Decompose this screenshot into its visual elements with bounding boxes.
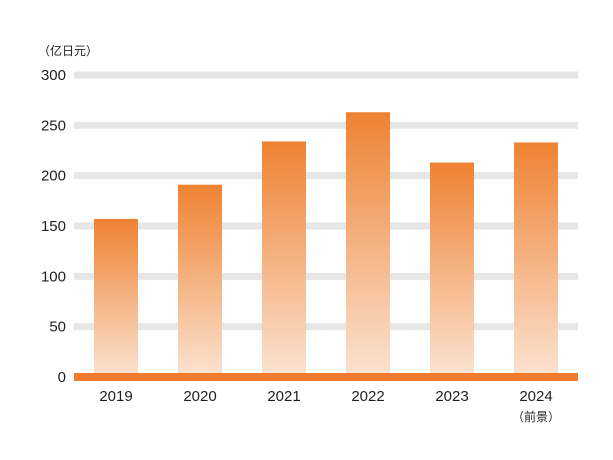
y-tick-label: 300 (41, 67, 66, 84)
x-tick-label: 2021 (267, 388, 300, 405)
gridline (74, 222, 578, 230)
x-axis-baseline (74, 373, 578, 381)
gridline (74, 71, 578, 79)
x-tick-label: 2023 (435, 388, 468, 405)
bar (262, 141, 306, 377)
x-tick-label: 2020 (183, 388, 216, 405)
bar (514, 142, 558, 377)
x-tick-label: 2019 (99, 388, 132, 405)
y-tick-label: 200 (41, 168, 66, 185)
y-tick-label: 150 (41, 218, 66, 235)
gridline (74, 172, 578, 180)
y-tick-label: 250 (41, 117, 66, 134)
x-axis-ticks: 2019 2020 2021 2022 2023 2024 （前景） (99, 388, 560, 424)
bars (94, 112, 558, 377)
x-tick-label: 2022 (351, 388, 384, 405)
bar (346, 112, 390, 377)
gridlines (74, 71, 578, 331)
y-tick-label: 0 (58, 369, 66, 386)
y-tick-label: 50 (49, 319, 66, 336)
gridline (74, 272, 578, 280)
gridline (74, 323, 578, 331)
gridline (74, 121, 578, 129)
bar (94, 218, 138, 377)
x-tick-note: （前景） (512, 409, 560, 424)
bar (430, 162, 474, 377)
y-axis-unit-label: （亿日元） (38, 43, 98, 58)
y-axis-ticks: 0 50 100 150 200 250 300 (41, 67, 66, 386)
bar (178, 184, 222, 377)
x-tick-label: 2024 (519, 388, 552, 405)
y-tick-label: 100 (41, 268, 66, 285)
